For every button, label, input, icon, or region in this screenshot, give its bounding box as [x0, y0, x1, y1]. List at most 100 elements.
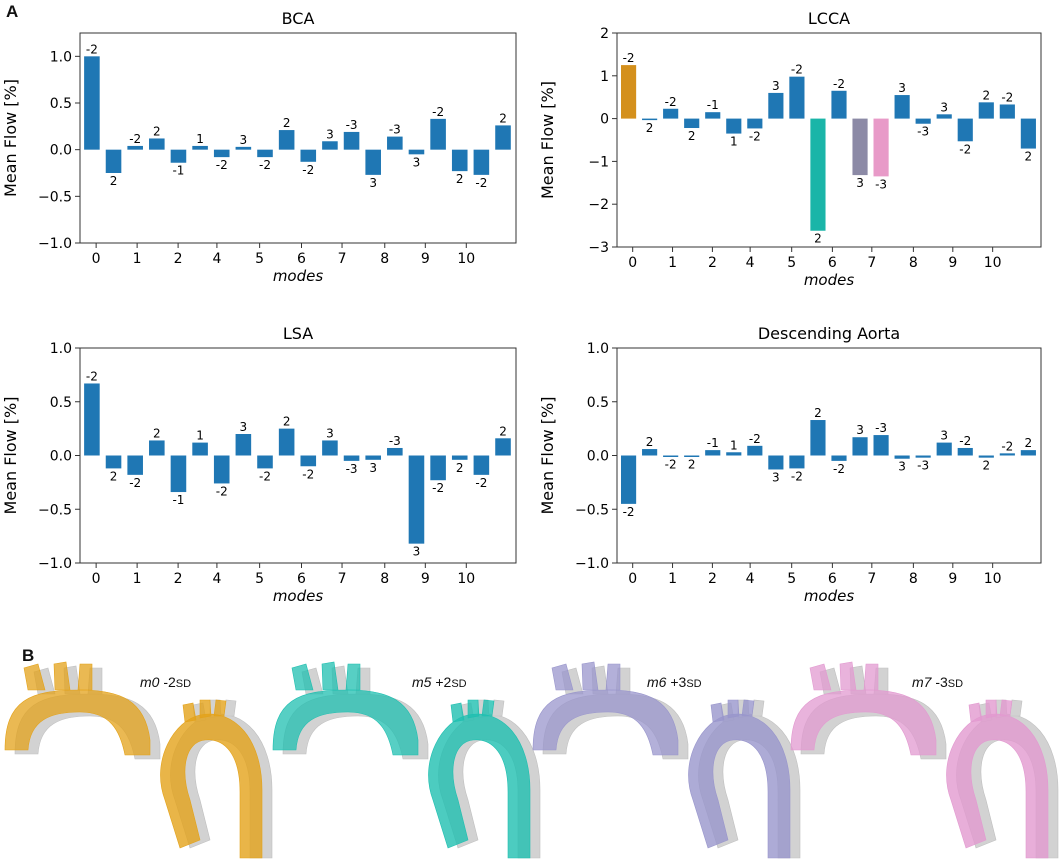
bar	[322, 440, 338, 456]
bar-label: 3	[413, 155, 421, 169]
bar-label: 3	[898, 81, 906, 95]
bar	[343, 455, 360, 461]
y-axis-label: Mean Flow [%]	[1, 79, 20, 197]
y-tick-label: −2	[588, 197, 609, 213]
bar	[105, 455, 122, 469]
bar	[642, 449, 658, 456]
bar	[84, 56, 100, 150]
bar-label: -2	[959, 142, 971, 156]
bar-label: -2	[665, 458, 677, 472]
bar	[408, 149, 425, 155]
bar	[684, 455, 700, 457]
bar	[451, 149, 468, 172]
chart-title: Descending Aorta	[758, 324, 900, 343]
bar-label: -2	[216, 158, 228, 172]
bar-label: 3	[240, 133, 248, 147]
aorta-shape-m0	[4, 661, 273, 859]
x-tick-label: 8	[909, 571, 918, 587]
bar	[789, 76, 805, 119]
x-tick-label: 10	[984, 255, 1002, 271]
bar-label: -2	[86, 42, 98, 56]
y-tick-label: 0.5	[50, 395, 72, 411]
x-tick-label: 1	[668, 571, 677, 587]
bar-label: -3	[389, 434, 401, 448]
bar	[430, 118, 446, 150]
x-tick-label: 5	[787, 571, 796, 587]
bar	[105, 149, 122, 173]
bar	[642, 118, 658, 121]
x-tick-label: 8	[380, 571, 389, 587]
bar	[473, 455, 490, 475]
x-tick-label: 4	[746, 571, 755, 587]
bar-label: 2	[456, 461, 464, 475]
shape-label-m5: m5 +2SD	[412, 674, 467, 690]
bar	[663, 108, 679, 119]
x-tick-label: 10	[457, 251, 475, 267]
plot-frame	[79, 32, 517, 244]
bar	[343, 131, 360, 150]
aorta-shape-m5	[272, 661, 541, 859]
bar	[451, 455, 468, 460]
chart-3: -2 2 -2 2 -1 1 -2 3 -2 2 -2 3 -3 3 -3 3 -2 2 -2 2 −1.0 −0.5 0.…	[538, 324, 1042, 605]
bar	[149, 138, 165, 150]
bar	[894, 455, 910, 459]
x-tick-label: 9	[948, 571, 957, 587]
bar	[127, 455, 143, 475]
bar	[300, 455, 317, 467]
x-tick-label: 7	[338, 571, 347, 587]
bar	[831, 90, 847, 119]
bar	[149, 440, 165, 456]
bar	[365, 149, 381, 175]
bar	[620, 455, 637, 504]
bar	[768, 455, 784, 470]
x-tick-label: 1	[133, 251, 142, 267]
bar	[192, 145, 208, 150]
bar-charts: -2 2 -2 2 -1 1 -2 3 -2 2 -2 3 -3 3 -3 3 -2 2 -2 2 −1.0 −0.5 0.…	[1, 9, 1042, 605]
bar-label: 2	[283, 116, 291, 130]
x-tick-label: 6	[297, 571, 306, 587]
bar	[1020, 118, 1036, 149]
bar	[894, 95, 910, 119]
bar-label: -2	[86, 369, 98, 383]
bar-label: 2	[283, 415, 291, 429]
bar-label: -3	[346, 118, 358, 132]
bar-label: 3	[772, 470, 780, 484]
bar	[365, 455, 381, 460]
bar-label: 2	[499, 111, 507, 125]
bar-label: -2	[259, 158, 271, 172]
bar-label: -2	[959, 434, 971, 448]
y-tick-label: −3	[588, 240, 609, 256]
bar-label: -3	[917, 125, 929, 139]
bar-label: -2	[1001, 90, 1013, 104]
bar-label: -1	[707, 436, 719, 450]
y-tick-label: −0.5	[38, 189, 72, 205]
bar-label: -2	[749, 129, 761, 143]
y-tick-label: 0.0	[50, 143, 72, 159]
bar	[957, 118, 973, 142]
x-tick-label: 2	[708, 255, 717, 271]
bar-label: -1	[707, 98, 719, 112]
bar-label: -3	[917, 459, 929, 473]
bar-label: 2	[646, 121, 654, 135]
bar-label: -2	[1001, 439, 1013, 453]
bar-label: 3	[413, 545, 421, 559]
bar	[915, 455, 931, 458]
plot-frame	[616, 347, 1042, 564]
x-tick-label: 2	[174, 251, 183, 267]
bar	[300, 149, 317, 162]
bar-label: 2	[814, 232, 822, 246]
bar	[387, 447, 403, 456]
x-axis-label: modes	[804, 271, 855, 289]
bar-label: 3	[369, 176, 377, 190]
shape-label-m7: m7 -3SD	[912, 674, 964, 690]
bar-label: 2	[814, 406, 822, 420]
bar	[978, 102, 994, 119]
bar-label: -2	[833, 462, 845, 476]
bar	[936, 442, 952, 456]
bar	[387, 136, 403, 150]
bar	[620, 65, 637, 119]
bar	[495, 125, 511, 150]
bar-label: 2	[1025, 150, 1033, 164]
bar-label: 2	[499, 424, 507, 438]
bar-label: -2	[623, 505, 635, 519]
